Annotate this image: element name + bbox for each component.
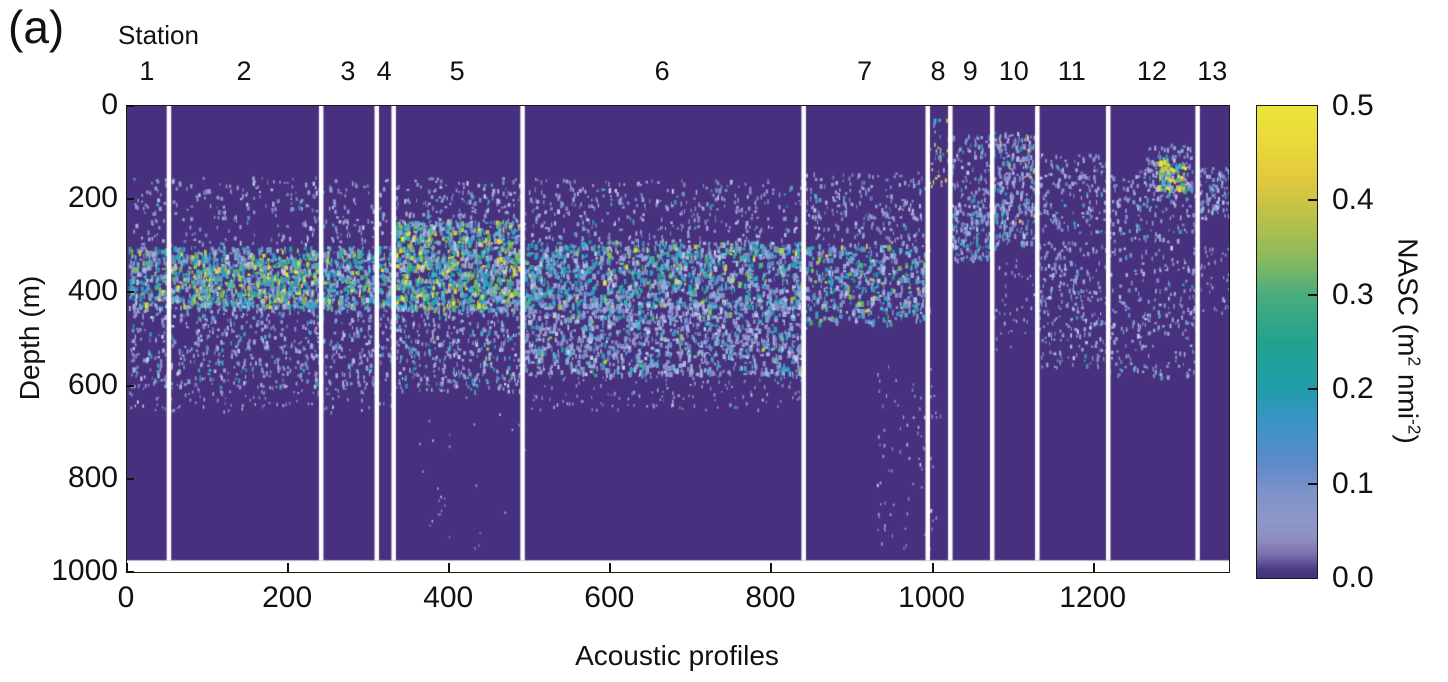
station-label-12: 12 [1136,56,1167,86]
colorbar-title-part: NASC (m [1392,238,1424,357]
y-tick [127,477,134,480]
x-tick-label: 1000 [898,581,965,614]
colorbar-title-part: ) [1392,434,1424,444]
station-label-11: 11 [1057,56,1086,86]
x-axis-title: Acoustic profiles [575,640,779,671]
station-label-2: 2 [236,56,252,86]
colorbar [1256,105,1318,579]
colorbar-tick-label: 0.1 [1332,466,1374,500]
y-tick-label: 1000 [51,554,118,587]
y-tick [127,384,134,387]
colorbar-tick [1308,293,1317,296]
x-tick [287,563,290,572]
y-tick [127,198,134,201]
colorbar-tick-label: 0.5 [1332,89,1374,122]
x-tick-label: 400 [423,581,474,614]
station-label-10: 10 [998,56,1029,86]
station-label-5: 5 [449,56,465,86]
x-tick-label: 0 [117,581,135,614]
y-tick-label: 200 [67,181,118,215]
station-label-7: 7 [857,56,873,86]
colorbar-tick-label: 0.3 [1332,277,1374,311]
x-tick [126,563,128,572]
x-tick [770,563,773,572]
y-tick [127,291,134,294]
x-tick-label: 600 [584,581,635,614]
y-axis-title: Depth (m) [14,275,45,401]
station-label-4: 4 [376,56,392,86]
station-label-1: 1 [139,56,155,86]
colorbar-title: NASC (m2 nmi-2) [1391,238,1424,444]
echogram-plot [126,105,1230,573]
y-tick-label: 600 [67,367,118,401]
y-tick-label: 800 [67,460,118,494]
colorbar-tick [1308,482,1317,485]
y-tick [127,571,134,573]
x-tick [1092,563,1095,572]
station-labels-row: 1 2 3 4 5 6 7 8 9 10 11 12 13 [0,58,1448,90]
colorbar-title-part: -2 [1404,419,1425,435]
station-label-9: 9 [962,56,978,86]
x-tick-label: 200 [262,581,313,614]
station-label-8: 8 [930,56,946,86]
colorbar-tick [1308,388,1317,391]
y-tick [127,105,134,107]
x-tick [931,563,934,572]
station-label-6: 6 [654,56,670,86]
station-axis-title: Station [118,20,199,50]
y-tick-label: 0 [101,88,118,121]
x-tick [448,563,451,572]
station-label-13: 13 [1197,56,1228,86]
x-tick-label: 800 [745,581,796,614]
colorbar-title-part: nmi [1392,366,1424,420]
colorbar-tick-label: 0.2 [1332,372,1374,406]
panel-label: (a) [8,1,65,53]
colorbar-title-part: 2 [1404,356,1425,367]
y-tick-label: 400 [67,274,118,308]
echogram-canvas [127,106,1229,572]
x-tick [609,563,612,572]
colorbar-tick-label: 0.4 [1332,183,1374,217]
colorbar-tick-label: 0.0 [1332,561,1374,594]
x-tick-label: 1200 [1059,581,1127,614]
colorbar-tick [1308,199,1317,202]
station-label-3: 3 [340,56,356,86]
